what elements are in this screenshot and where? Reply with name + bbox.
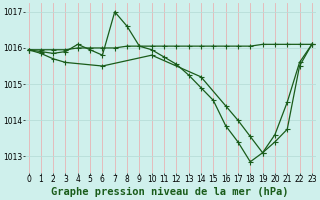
X-axis label: Graphe pression niveau de la mer (hPa): Graphe pression niveau de la mer (hPa) — [52, 187, 289, 197]
